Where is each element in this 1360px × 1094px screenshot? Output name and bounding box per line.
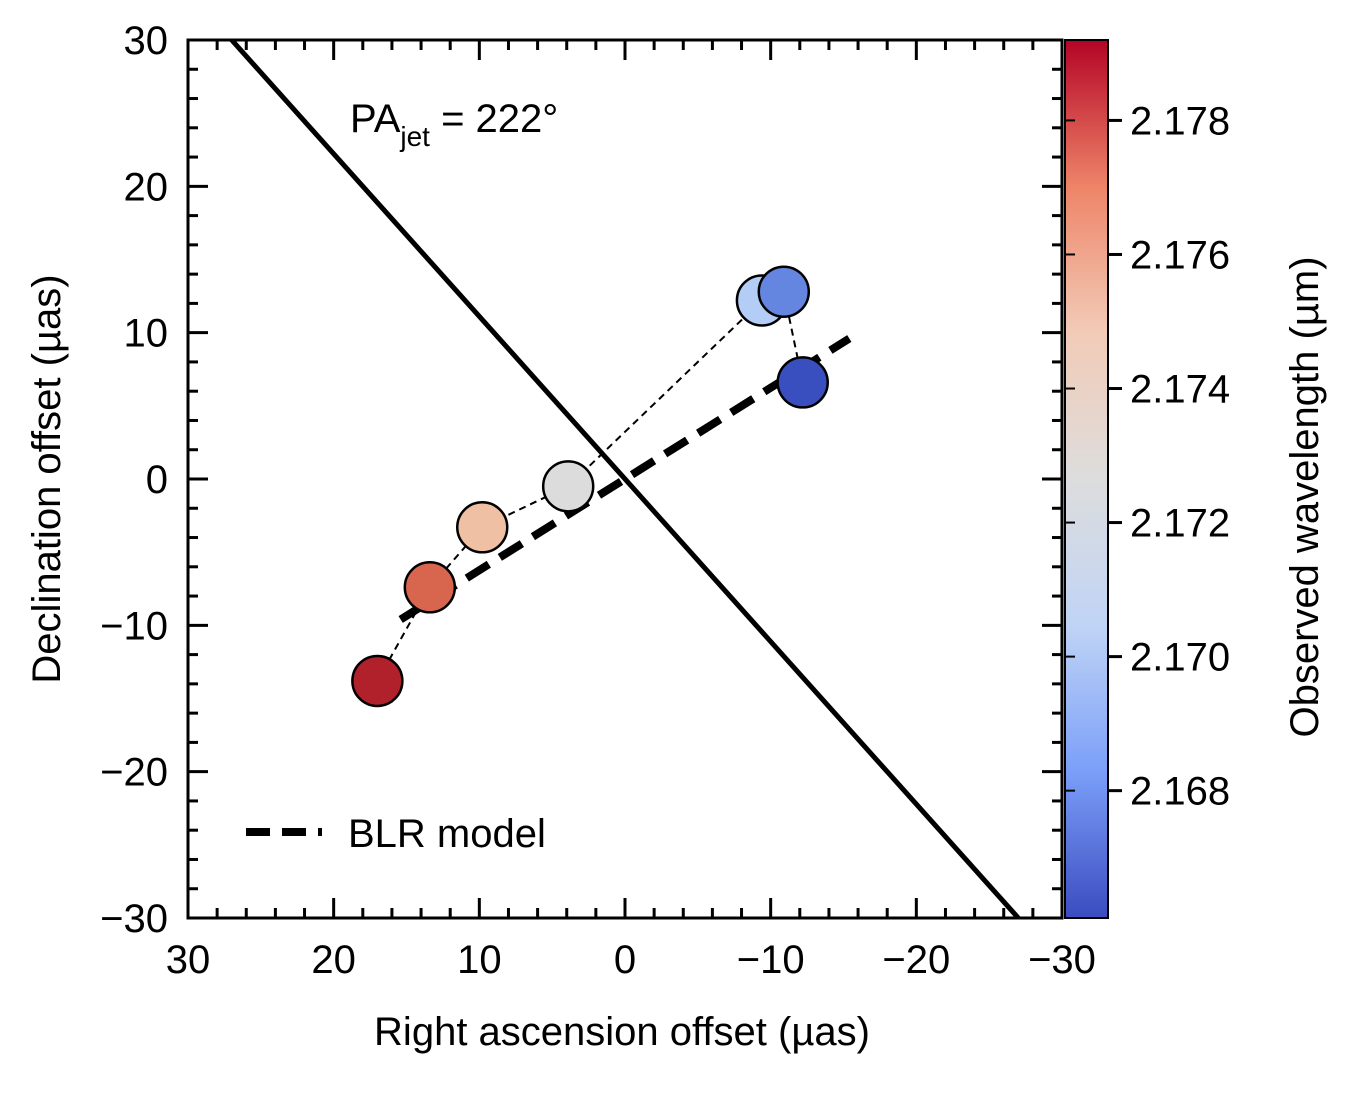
data-point (455, 501, 509, 554)
y-tick-label: −30 (100, 897, 168, 941)
data-point (541, 460, 595, 513)
y-tick-label: 10 (124, 312, 169, 356)
colorbar-label: Observed wavelength (µm) (1283, 256, 1327, 737)
data-point (757, 265, 811, 318)
data-points (351, 265, 829, 708)
jet-annotation-subscript: jet (399, 121, 430, 152)
x-tick-label: 30 (166, 938, 211, 982)
axis-ticks (186, 38, 1064, 920)
y-tick-label: 0 (146, 458, 168, 502)
colorbar-tick-label: 2.172 (1130, 502, 1230, 546)
legend: BLR model (246, 812, 546, 856)
legend-label-blr-model: BLR model (348, 812, 546, 856)
x-tick-label: −30 (1028, 938, 1096, 982)
colorbar-tick-label: 2.174 (1130, 368, 1230, 412)
x-tick-label: 20 (311, 938, 356, 982)
colorbar (1064, 39, 1109, 919)
x-tick-label: −20 (882, 938, 950, 982)
y-tick-label: 20 (124, 165, 169, 209)
jet-annotation-main: PA (350, 97, 401, 141)
jet-position-angle-line (229, 40, 1021, 918)
colorbar-tick-label: 2.168 (1130, 770, 1230, 814)
data-point (351, 654, 404, 708)
colorbar-tick-label: 2.178 (1130, 99, 1230, 143)
colorbar-ticks: 2.168 2.170 2.172 2.174 2.176 2.178 (1065, 99, 1230, 814)
data-point (776, 356, 829, 409)
x-axis-label: Right ascension offset (µas) (374, 1010, 870, 1054)
colorbar-tick-label: 2.170 (1130, 636, 1230, 680)
y-tick-label: 30 (124, 19, 169, 63)
x-tick-label: −10 (737, 938, 805, 982)
y-axis-label: Declination offset (µas) (25, 274, 69, 683)
jet-annotation-suffix: = 222° (430, 97, 558, 141)
jet-annotation: PAjet = 222° (350, 97, 558, 152)
data-point (403, 561, 457, 614)
colorbar-tick-label: 2.176 (1130, 233, 1230, 277)
reference-lines (229, 40, 1021, 918)
blr-model-line (398, 335, 852, 623)
x-tick-label: 10 (457, 938, 502, 982)
x-tick-label: 0 (614, 938, 636, 982)
y-tick-label: −20 (100, 751, 168, 795)
y-tick-label: −10 (100, 604, 168, 648)
